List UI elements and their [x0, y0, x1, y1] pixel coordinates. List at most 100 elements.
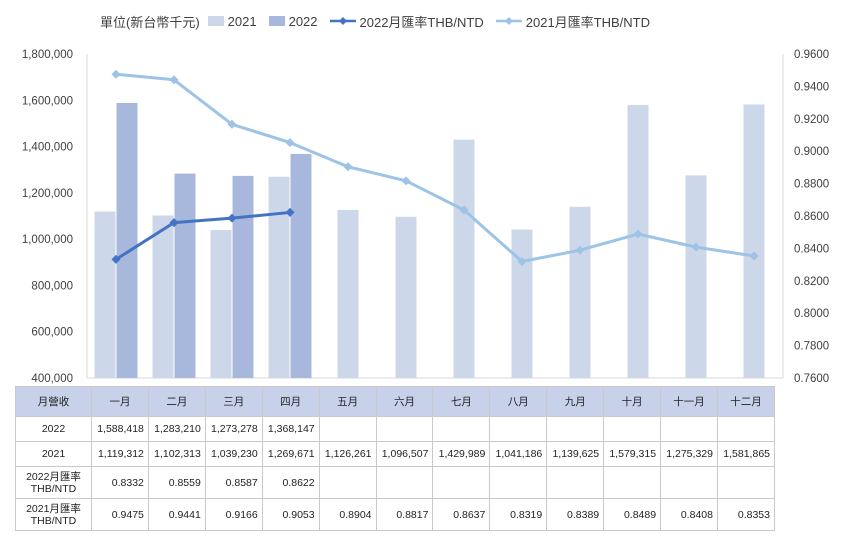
table-cell: 0.9053 [261, 498, 320, 531]
table-cell: 0.9441 [147, 498, 206, 531]
y-tick-right-label: 0.7600 [794, 373, 829, 385]
line-rate-2022 [115, 210, 291, 261]
bar-2021 [685, 175, 707, 378]
bar-2021 [94, 211, 116, 378]
y-tick-left-label: 1,400,000 [22, 142, 73, 154]
table-cell [603, 416, 662, 442]
table-cell: 0.8904 [318, 498, 377, 531]
table-cell: 0.8622 [261, 466, 320, 499]
point-rate-2021 [111, 69, 121, 79]
table-cell: 1,368,147 [261, 416, 320, 442]
data-table: 月營收 一月 二月 三月 四月 五月 六月 七月 八月 九月 十月 十一月 十二月 2022 1,588,4… [15, 386, 776, 531]
point-rate-2021 [633, 229, 643, 239]
table-header-row: 月營收 一月 二月 三月 四月 五月 六月 七月 八月 九月 十月 十一月 十二月 [15, 386, 776, 417]
bar-2021 [268, 176, 290, 378]
combo-chart: 400,000 600,000 800,000 1,000,000 1,200,000 1… [22, 49, 829, 385]
table-cell [489, 416, 548, 442]
table-cell: 0.8408 [660, 498, 718, 531]
y-tick-left-label: 1,800,000 [22, 49, 73, 61]
table-cell: 0.8389 [546, 498, 605, 531]
chart-legend: 單位(新台幣千元) 2021 2022 2022月匯率THB/NTD 2021月… [100, 12, 662, 30]
bar-2021 [395, 216, 417, 378]
point-rate-2021 [285, 138, 295, 148]
bar-2022 [232, 175, 254, 378]
table-cell: 0.8559 [147, 466, 206, 499]
table-cell: 0.8587 [204, 466, 263, 499]
legend-item-rate-2022: 2022月匯率THB/NTD [329, 12, 484, 31]
table-row-label: 2021月匯率THB/NTD [15, 498, 92, 531]
y-tick-right-label: 0.9400 [794, 81, 829, 93]
table-cell: 1,126,261 [318, 441, 377, 467]
table-cell [716, 416, 776, 442]
table-header-month: 三月 [204, 386, 263, 417]
table-cell [660, 466, 718, 499]
y-tick-left-label: 400,000 [31, 373, 73, 385]
table-cell: 1,039,230 [204, 441, 263, 467]
y-tick-right-label: 0.8000 [794, 308, 829, 320]
table-cell [375, 416, 434, 442]
table-header-month: 七月 [432, 386, 491, 417]
point-rate-2022 [285, 207, 295, 217]
table-cell [432, 416, 491, 442]
table-header-label: 月營收 [15, 386, 92, 417]
table-header-month: 十二月 [716, 386, 776, 417]
y-tick-left-label: 1,200,000 [22, 188, 73, 200]
y-tick-right-label: 0.9600 [794, 49, 829, 61]
legend-item-rate-2021: 2021月匯率THB/NTD [495, 12, 651, 31]
y-tick-right-label: 0.8200 [794, 276, 829, 288]
table-cell: 1,041,186 [489, 441, 548, 467]
legend-unit-label: 單位(新台幣千元) [100, 14, 200, 30]
table-cell [375, 466, 434, 499]
legend-swatch-2022 [268, 16, 285, 26]
table-header-month: 十一月 [660, 386, 718, 417]
table-row: 2021 1,119,312 1,102,313 1,039,230 1,269,671… [15, 441, 776, 467]
table-cell: 0.9166 [204, 498, 263, 531]
table-row-label: 2022月匯率THB/NTD [15, 466, 92, 499]
table-cell: 1,139,625 [546, 441, 605, 467]
legend-label-2021: 2021 [227, 13, 257, 29]
point-rate-2021 [459, 205, 469, 215]
table-cell: 0.8319 [489, 498, 548, 531]
y-tick-right-label: 0.8600 [794, 211, 829, 223]
legend-label-rate-2021: 2021月匯率THB/NTD [525, 14, 651, 30]
table-row: 2022 1,588,418 1,283,210 1,273,278 1,368,147 [15, 416, 776, 442]
legend-swatch-rate-2021 [495, 17, 522, 25]
table-cell: 0.8489 [603, 498, 662, 531]
bar-2021 [627, 105, 649, 378]
bar-2021 [569, 206, 591, 378]
point-rate-2022 [227, 213, 237, 223]
table-cell: 0.8332 [91, 466, 149, 499]
table-cell: 0.8817 [375, 498, 434, 531]
y-tick-right-label: 0.9000 [794, 146, 829, 158]
legend-swatch-rate-2022 [329, 17, 356, 25]
y-tick-right-label: 0.8800 [794, 179, 829, 191]
table-row-label: 2022 [15, 416, 92, 442]
table-header-month: 八月 [489, 386, 548, 417]
point-rate-2021 [517, 257, 527, 267]
table-header-month: 五月 [318, 386, 377, 417]
table-cell: 0.8637 [432, 498, 491, 531]
bar-2021 [152, 215, 174, 378]
legend-label-rate-2022: 2022月匯率THB/NTD [359, 14, 484, 30]
y-tick-left-label: 800,000 [31, 280, 73, 292]
table-cell [660, 416, 718, 442]
point-rate-2021 [575, 245, 585, 255]
table-cell [603, 466, 662, 499]
table-row: 2022月匯率THB/NTD 0.8332 0.8559 0.8587 0.8622 [15, 466, 776, 499]
point-rate-2021 [227, 119, 237, 129]
legend-item-2022: 2022 [268, 13, 318, 29]
table-cell: 1,102,313 [147, 441, 206, 467]
table-cell: 1,429,989 [432, 441, 491, 467]
table-row: 2021月匯率THB/NTD 0.9475 0.9441 0.9166 0.9053 0.… [15, 498, 776, 531]
point-rate-2021 [169, 75, 179, 85]
table-cell: 1,579,315 [603, 441, 662, 467]
y-tick-left-label: 600,000 [31, 327, 73, 339]
legend-label-2022: 2022 [288, 13, 318, 29]
table-cell: 1,269,671 [261, 441, 320, 467]
table-cell [489, 466, 548, 499]
line-rate-2021 [115, 72, 755, 264]
table-header-month: 四月 [261, 386, 320, 417]
bar-2021 [743, 104, 765, 379]
table-cell [318, 466, 377, 499]
bar-2022 [290, 153, 312, 378]
